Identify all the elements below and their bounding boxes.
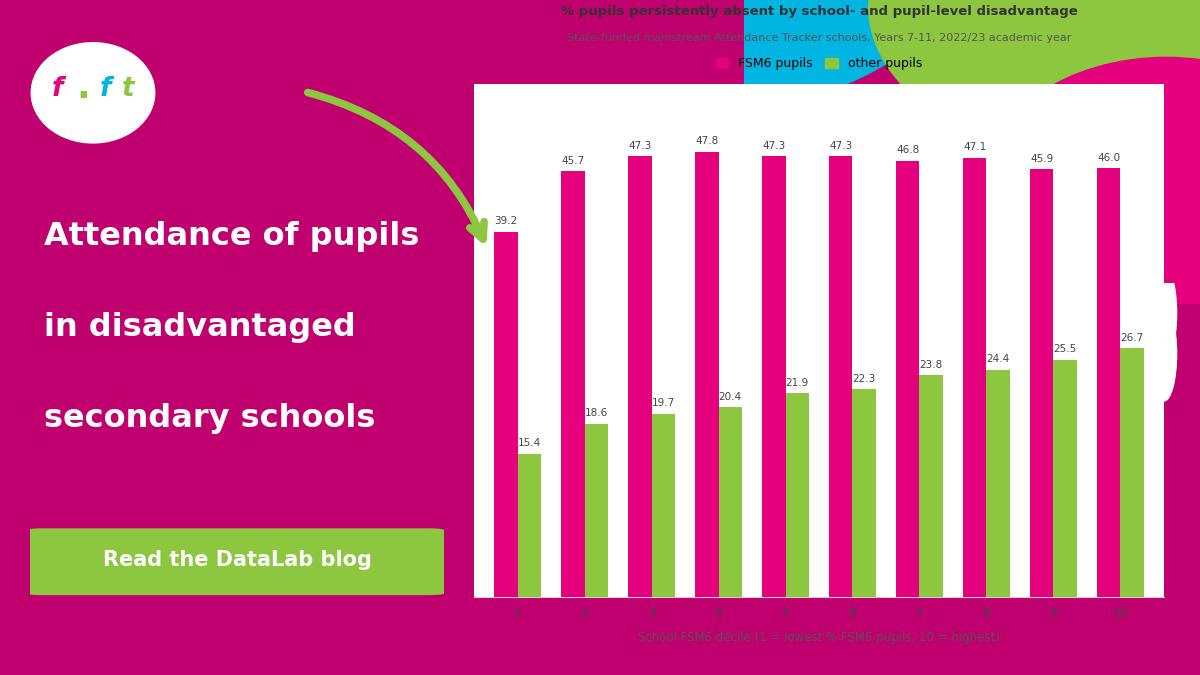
FancyBboxPatch shape <box>22 529 448 595</box>
Text: ·: · <box>76 80 90 114</box>
Bar <box>896 161 919 597</box>
Text: 19.7: 19.7 <box>652 398 674 408</box>
Bar <box>1030 169 1054 597</box>
Text: in disadvantaged: in disadvantaged <box>44 312 355 343</box>
Bar <box>1121 348 1144 597</box>
Text: t: t <box>122 76 134 103</box>
Text: 21.9: 21.9 <box>786 377 809 387</box>
Text: State-funded mainstream Attendance Tracker schools, Years 7-11, 2022/23 academic: State-funded mainstream Attendance Track… <box>566 33 1072 43</box>
Text: 46.0: 46.0 <box>1097 153 1121 163</box>
Text: Read the DataLab blog: Read the DataLab blog <box>102 550 372 570</box>
Bar <box>852 389 876 597</box>
Text: 46.8: 46.8 <box>896 145 919 155</box>
Ellipse shape <box>31 43 155 143</box>
Circle shape <box>1152 306 1176 401</box>
Text: 47.3: 47.3 <box>628 140 652 151</box>
Text: 15.4: 15.4 <box>517 438 541 448</box>
Text: 39.2: 39.2 <box>494 216 517 226</box>
Bar <box>494 232 517 597</box>
Text: 25.5: 25.5 <box>1054 344 1076 354</box>
Bar <box>719 407 742 597</box>
Bar <box>517 454 541 597</box>
Legend: FSM6 pupils, other pupils: FSM6 pupils, other pupils <box>710 52 928 75</box>
Text: 47.3: 47.3 <box>762 140 786 151</box>
Text: secondary schools: secondary schools <box>44 403 376 434</box>
Bar <box>584 424 608 597</box>
Text: 45.9: 45.9 <box>1030 154 1054 163</box>
Text: 24.4: 24.4 <box>986 354 1010 364</box>
Circle shape <box>869 0 1200 148</box>
Bar <box>762 156 786 597</box>
Text: 22.3: 22.3 <box>852 374 876 384</box>
Bar <box>964 158 986 597</box>
Text: 23.8: 23.8 <box>919 360 943 370</box>
Text: Attendance of pupils: Attendance of pupils <box>44 221 419 252</box>
Text: f: f <box>100 76 112 103</box>
Text: % pupils persistently absent by school- and pupil-level disadvantage: % pupils persistently absent by school- … <box>560 5 1078 18</box>
Circle shape <box>1152 266 1176 360</box>
Bar <box>986 370 1010 597</box>
Text: 47.1: 47.1 <box>964 142 986 153</box>
Circle shape <box>984 57 1200 314</box>
Text: 18.6: 18.6 <box>584 408 608 418</box>
Bar <box>652 414 674 597</box>
Bar <box>829 156 852 597</box>
Text: 26.7: 26.7 <box>1121 333 1144 343</box>
Bar <box>562 171 584 597</box>
Text: 20.4: 20.4 <box>719 392 742 402</box>
Text: f: f <box>52 76 64 103</box>
Text: 47.3: 47.3 <box>829 140 852 151</box>
Bar <box>695 151 719 597</box>
Text: 47.8: 47.8 <box>695 136 719 146</box>
Bar <box>1097 168 1121 597</box>
Bar <box>628 156 652 597</box>
X-axis label: School FSM6 decile (1 = lowest % FSM6 pupils, 10 = highest): School FSM6 decile (1 = lowest % FSM6 pu… <box>638 631 1000 644</box>
Bar <box>786 393 809 597</box>
Bar <box>919 375 943 597</box>
Bar <box>1054 360 1076 597</box>
Circle shape <box>470 0 970 108</box>
Text: 45.7: 45.7 <box>562 155 584 165</box>
